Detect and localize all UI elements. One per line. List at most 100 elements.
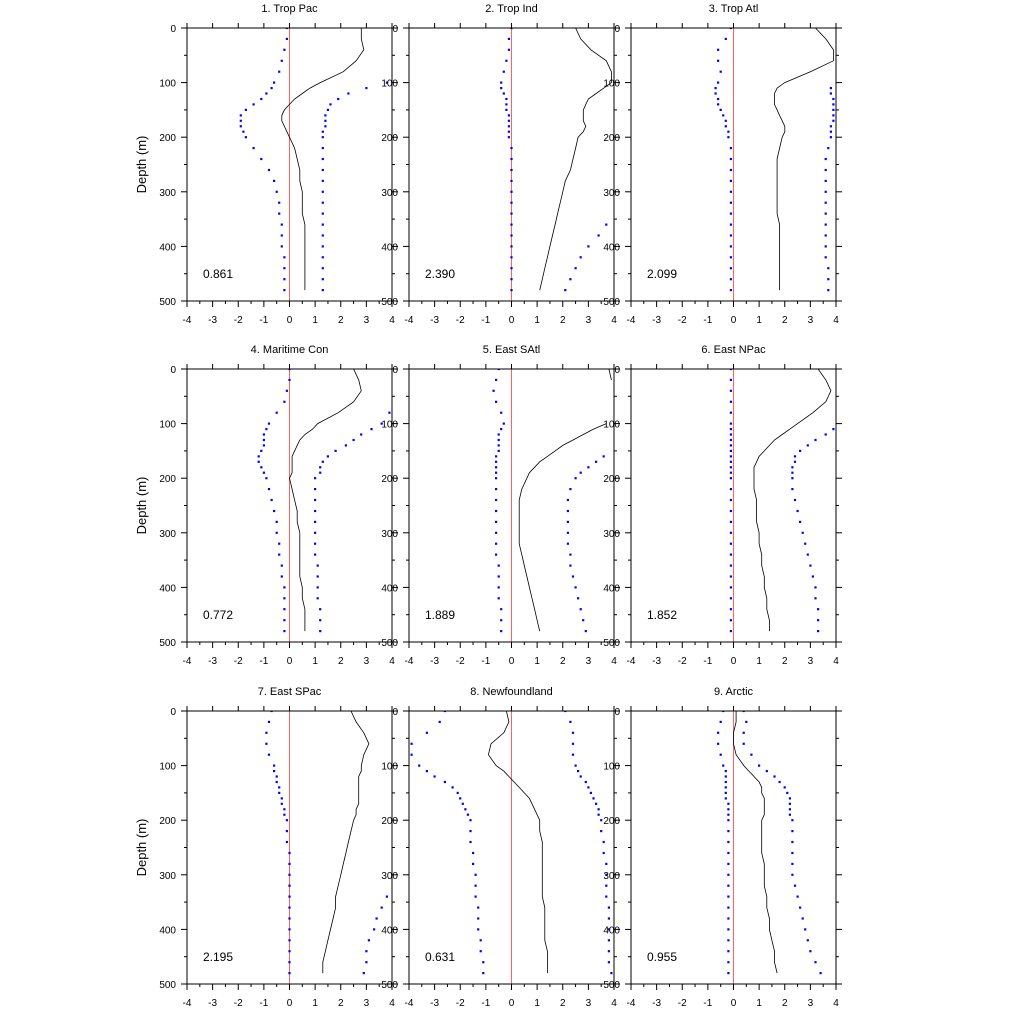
series-lower-point	[505, 97, 508, 101]
series-lower-point	[507, 48, 510, 51]
x-tick-label: 2	[560, 998, 566, 1009]
series-lower-point	[278, 70, 281, 73]
series-upper-point	[321, 289, 324, 292]
series-lower-point	[510, 234, 513, 237]
series-lower-point	[729, 201, 732, 204]
x-tick-label: -3	[208, 998, 217, 1009]
series-upper-point	[321, 136, 324, 139]
series-lower-point	[275, 531, 278, 534]
series-upper-point	[362, 972, 365, 975]
panel-title: 4. Maritime Con	[251, 344, 329, 356]
x-tick-label: -1	[481, 998, 490, 1009]
series-upper-point	[832, 114, 835, 117]
series-lower-point	[729, 433, 732, 436]
series-upper-point	[571, 742, 575, 745]
series-lower-point	[262, 433, 265, 436]
series-lower-point	[433, 775, 436, 778]
series-lower-point	[280, 575, 283, 578]
x-tick-label: 3	[808, 656, 814, 667]
series-lower-point	[477, 917, 480, 920]
series-upper-point	[745, 720, 748, 723]
series-upper-point	[799, 520, 802, 523]
series-lower-point	[507, 119, 510, 122]
series-lower-point	[500, 428, 503, 431]
series-lower-point	[729, 455, 732, 458]
series-lower-point	[729, 460, 732, 463]
x-tick-label: 1	[534, 315, 540, 326]
series-lower-point	[244, 136, 247, 139]
x-tick-label: -1	[259, 656, 268, 667]
series-lower-point	[729, 471, 732, 474]
series-upper-point	[373, 928, 376, 931]
series-upper-point	[827, 278, 830, 281]
series-upper-point	[791, 873, 794, 876]
series-lower-point	[729, 477, 732, 480]
series-lower-point	[285, 28, 288, 30]
y-tick-label: 300	[381, 871, 398, 882]
series-upper-point	[742, 742, 745, 745]
series-upper-point	[347, 92, 350, 95]
series-upper-point	[793, 455, 797, 458]
series-upper-point	[824, 190, 827, 193]
series-upper-point	[814, 961, 817, 964]
series-lower-point	[500, 608, 503, 611]
series-lower-point	[495, 477, 498, 480]
x-tick-label: 4	[833, 656, 839, 667]
series-upper-point	[584, 630, 587, 633]
panel-5: 5. East SAtl -4 -3 -2 -1 0 1 2 3 4 0 100 200 300 400 50…	[381, 344, 620, 667]
series-upper-point	[566, 520, 569, 523]
series-lower-point	[252, 103, 255, 106]
series-lower-point	[278, 542, 281, 545]
x-tick-label: 4	[611, 998, 617, 1009]
series-upper-point	[321, 234, 324, 237]
x-tick-label: -4	[627, 315, 636, 326]
series-lower-point	[729, 553, 732, 556]
series-lower-point	[459, 797, 462, 800]
series-upper-point	[607, 928, 610, 931]
series-lower-point	[280, 802, 283, 805]
series-lower-point	[288, 917, 291, 920]
series-lower-point	[729, 212, 732, 215]
series-lower-point	[479, 950, 482, 953]
y-tick-label: 200	[159, 133, 176, 144]
series-mean-line	[289, 369, 362, 632]
x-tick-label: 0	[731, 315, 737, 326]
series-upper-point	[806, 939, 809, 942]
series-upper-point	[319, 630, 322, 633]
series-upper-point	[314, 553, 317, 556]
series-upper-point	[814, 438, 817, 442]
series-lower-point	[285, 389, 288, 392]
series-lower-point	[472, 851, 475, 855]
series-lower-point	[469, 819, 472, 822]
y-tick-label: 100	[603, 79, 620, 90]
series-lower-point	[497, 433, 500, 436]
series-upper-point	[367, 939, 370, 942]
x-tick-label: -4	[183, 656, 192, 667]
series-upper-point	[314, 477, 317, 480]
series-lower-point	[502, 70, 505, 73]
series-upper-point	[579, 471, 582, 474]
series-upper-point	[569, 278, 572, 281]
series-lower-point	[418, 764, 421, 767]
series-lower-point	[278, 201, 281, 204]
x-tick-label: 0	[287, 656, 293, 667]
series-upper-point	[577, 770, 580, 773]
y-tick-label: 200	[159, 816, 176, 827]
series-upper-point	[824, 223, 827, 226]
series-upper-point	[750, 753, 753, 756]
y-tick-label: 100	[381, 762, 398, 773]
series-upper-point	[569, 488, 572, 491]
y-tick-label: 300	[603, 871, 620, 882]
series-lower-point	[510, 212, 513, 215]
series-lower-point	[717, 731, 720, 734]
panel-2: 2. Trop Ind -4 -3 -2 -1 0 1 2 3 4 0 100 200 300 400 500…	[381, 3, 620, 326]
series-upper-point	[321, 212, 324, 215]
x-tick-label: 0	[287, 998, 293, 1009]
series-lower-point	[727, 950, 730, 953]
series-upper-point	[566, 531, 569, 534]
series-lower-point	[477, 928, 480, 931]
series-lower-point	[729, 449, 732, 452]
series-lower-point	[510, 201, 513, 204]
series-upper-point	[832, 108, 835, 111]
series-lower-point	[278, 791, 281, 794]
